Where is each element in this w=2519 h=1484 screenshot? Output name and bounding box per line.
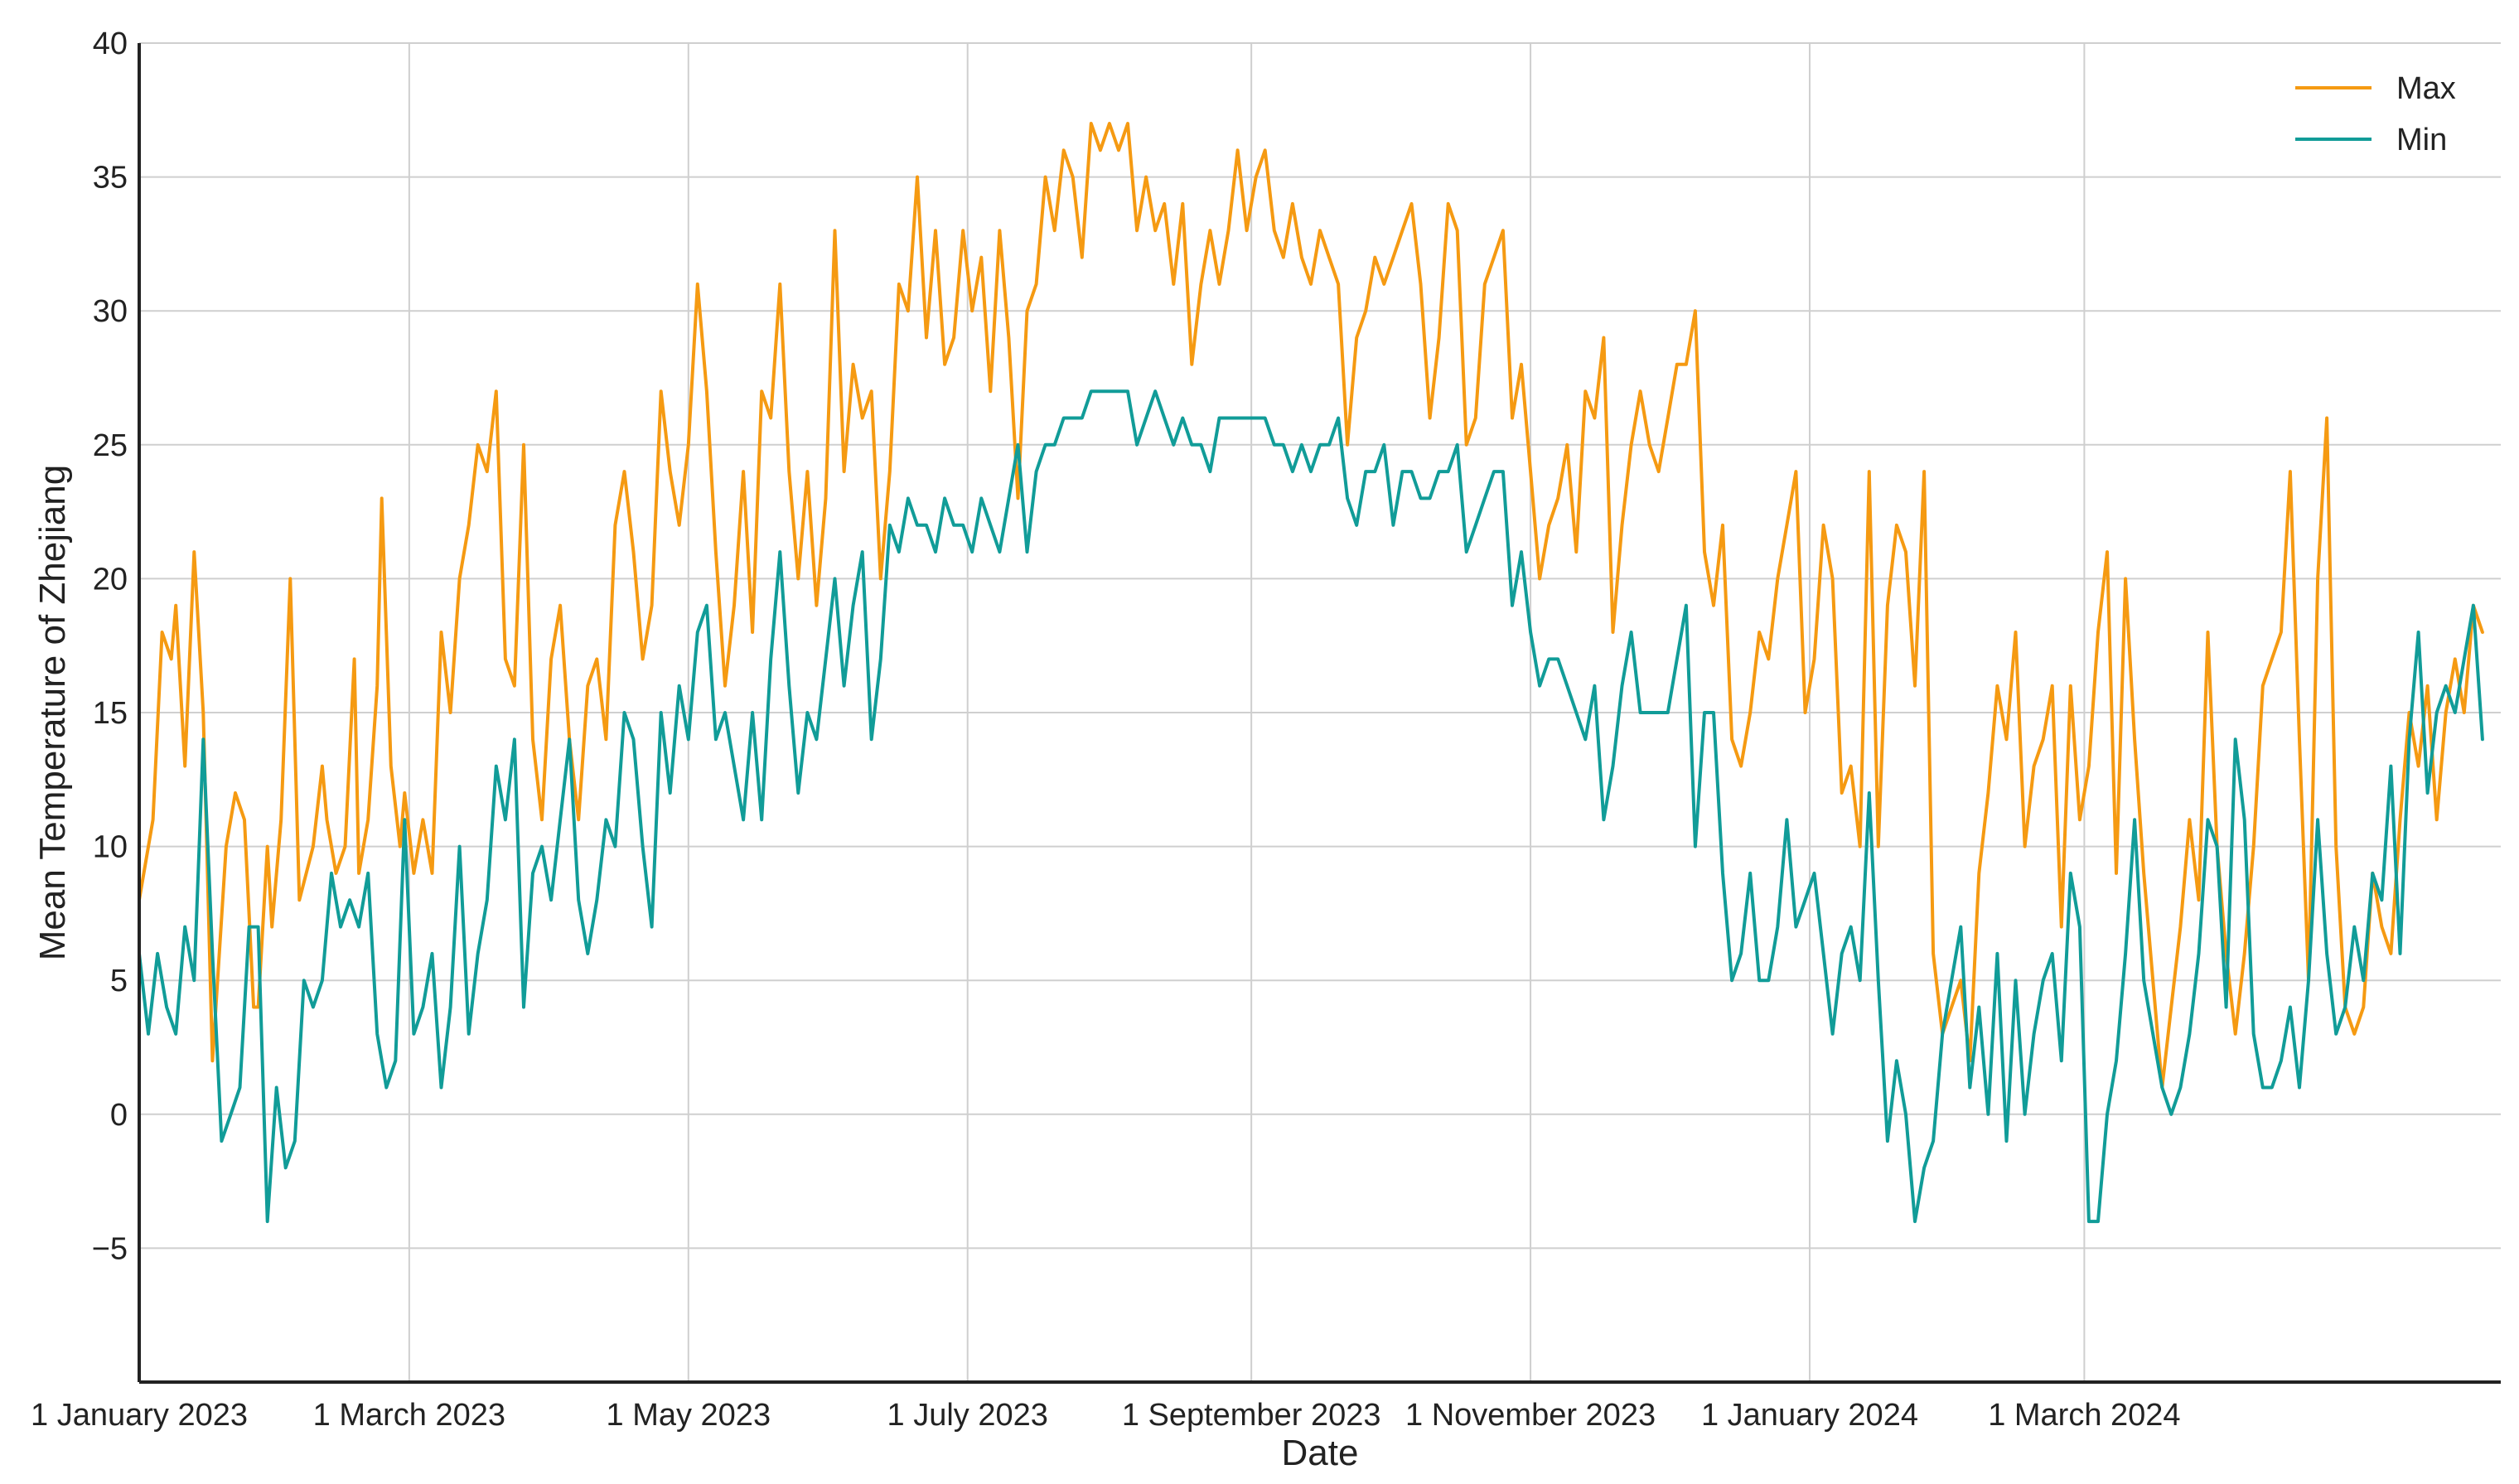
y-tick-label: −5: [92, 1231, 128, 1266]
legend-label-min: Min: [2396, 123, 2447, 157]
y-tick-label: 25: [93, 428, 128, 463]
series-line-max: [138, 122, 2484, 1090]
y-tick-label: 20: [93, 562, 128, 597]
y-tick-label: 15: [93, 696, 128, 731]
x-tick-label: 1 November 2023: [1405, 1398, 1656, 1433]
y-tick-label: 40: [93, 27, 128, 61]
x-tick-labels: 1 January 2023 1 March 2023 1 May 2023 1 Ju…: [31, 1398, 2181, 1433]
x-tick-label: 1 January 2024: [1701, 1398, 1918, 1433]
legend-label-max: Max: [2396, 71, 2456, 106]
x-tick-label: 1 September 2023: [1122, 1398, 1381, 1433]
x-tick-label: 1 July 2023: [887, 1398, 1048, 1433]
axes-layer: [138, 43, 2501, 1384]
grid-layer: [138, 42, 2501, 1382]
x-axis-title: Date: [1282, 1433, 1359, 1473]
legend: Max Min: [2295, 71, 2456, 157]
series-line-min: [138, 389, 2484, 1224]
y-axis-title: Mean Temperature of Zhejiang: [32, 465, 73, 960]
x-tick-label: 1 March 2024: [1988, 1398, 2180, 1433]
y-tick-label: 10: [93, 830, 128, 865]
y-tick-labels: −5 0 5 10 15 20 25 30 35 40: [92, 27, 128, 1266]
y-tick-label: 5: [110, 964, 128, 998]
x-tick-label: 1 January 2023: [31, 1398, 248, 1433]
y-tick-label: 0: [110, 1098, 128, 1133]
y-tick-label: 30: [93, 294, 128, 329]
x-tick-label: 1 March 2023: [313, 1398, 505, 1433]
x-tick-label: 1 May 2023: [607, 1398, 771, 1433]
series-layer: [138, 122, 2484, 1224]
y-tick-label: 35: [93, 161, 128, 196]
